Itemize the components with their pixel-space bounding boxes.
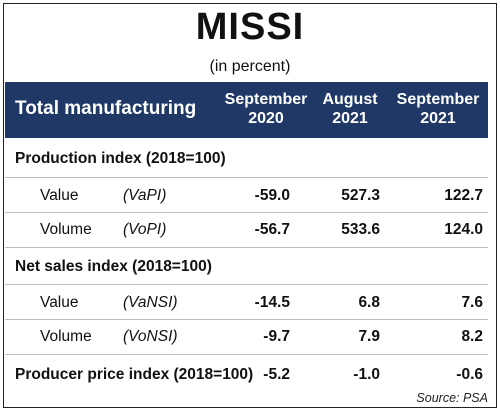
row-label: Value: [40, 187, 79, 204]
page-title: MISSI: [195, 6, 305, 48]
cell-aug-2021: 533.6: [341, 221, 380, 238]
missi-table-card: [3, 3, 497, 408]
section-label: Production index (2018=100): [15, 150, 226, 167]
cell-sep-2021: 8.2: [461, 328, 483, 345]
table-header: Total manufacturing September 2020 Augus…: [5, 82, 488, 138]
cell-sep-2021: 122.7: [444, 187, 483, 204]
cell-aug-2021: 6.8: [358, 294, 380, 311]
cell-sep-2021: -0.6: [456, 366, 483, 383]
cell-sep-2020: -5.2: [263, 366, 290, 383]
cell-sep-2021: 124.0: [444, 221, 483, 238]
section-label: Net sales index (2018=100): [15, 258, 212, 275]
row-divider: [5, 319, 488, 320]
row-abbreviation: (VaPI): [123, 187, 167, 204]
cell-sep-2020: -56.7: [254, 221, 290, 238]
section-label: Producer price index (2018=100): [15, 366, 254, 383]
cell-aug-2021: 7.9: [358, 328, 380, 345]
row-divider: [5, 177, 488, 178]
cell-sep-2020: -14.5: [254, 294, 290, 311]
row-divider: [5, 247, 488, 248]
cell-sep-2020: -9.7: [263, 328, 290, 345]
cell-aug-2021: -1.0: [353, 366, 380, 383]
row-label: Volume: [40, 221, 92, 238]
row-abbreviation: (VoPI): [123, 221, 167, 238]
column-header-sep-2020: September 2020: [224, 91, 308, 127]
cell-sep-2021: 7.6: [461, 294, 483, 311]
page-subtitle: (in percent): [209, 58, 291, 75]
cell-sep-2020: -59.0: [254, 187, 290, 204]
column-header-sep-2021: September 2021: [396, 91, 480, 127]
row-label: Value: [40, 294, 79, 311]
row-divider: [5, 284, 488, 285]
row-label: Volume: [40, 328, 92, 345]
row-divider: [5, 354, 488, 355]
header-label: Total manufacturing: [15, 98, 197, 119]
source-note: Source: PSA: [416, 391, 488, 405]
cell-aug-2021: 527.3: [341, 187, 380, 204]
row-divider: [5, 212, 488, 213]
column-header-aug-2021: August 2021: [322, 91, 378, 127]
row-abbreviation: (VoNSI): [123, 328, 178, 345]
row-abbreviation: (VaNSI): [123, 294, 178, 311]
